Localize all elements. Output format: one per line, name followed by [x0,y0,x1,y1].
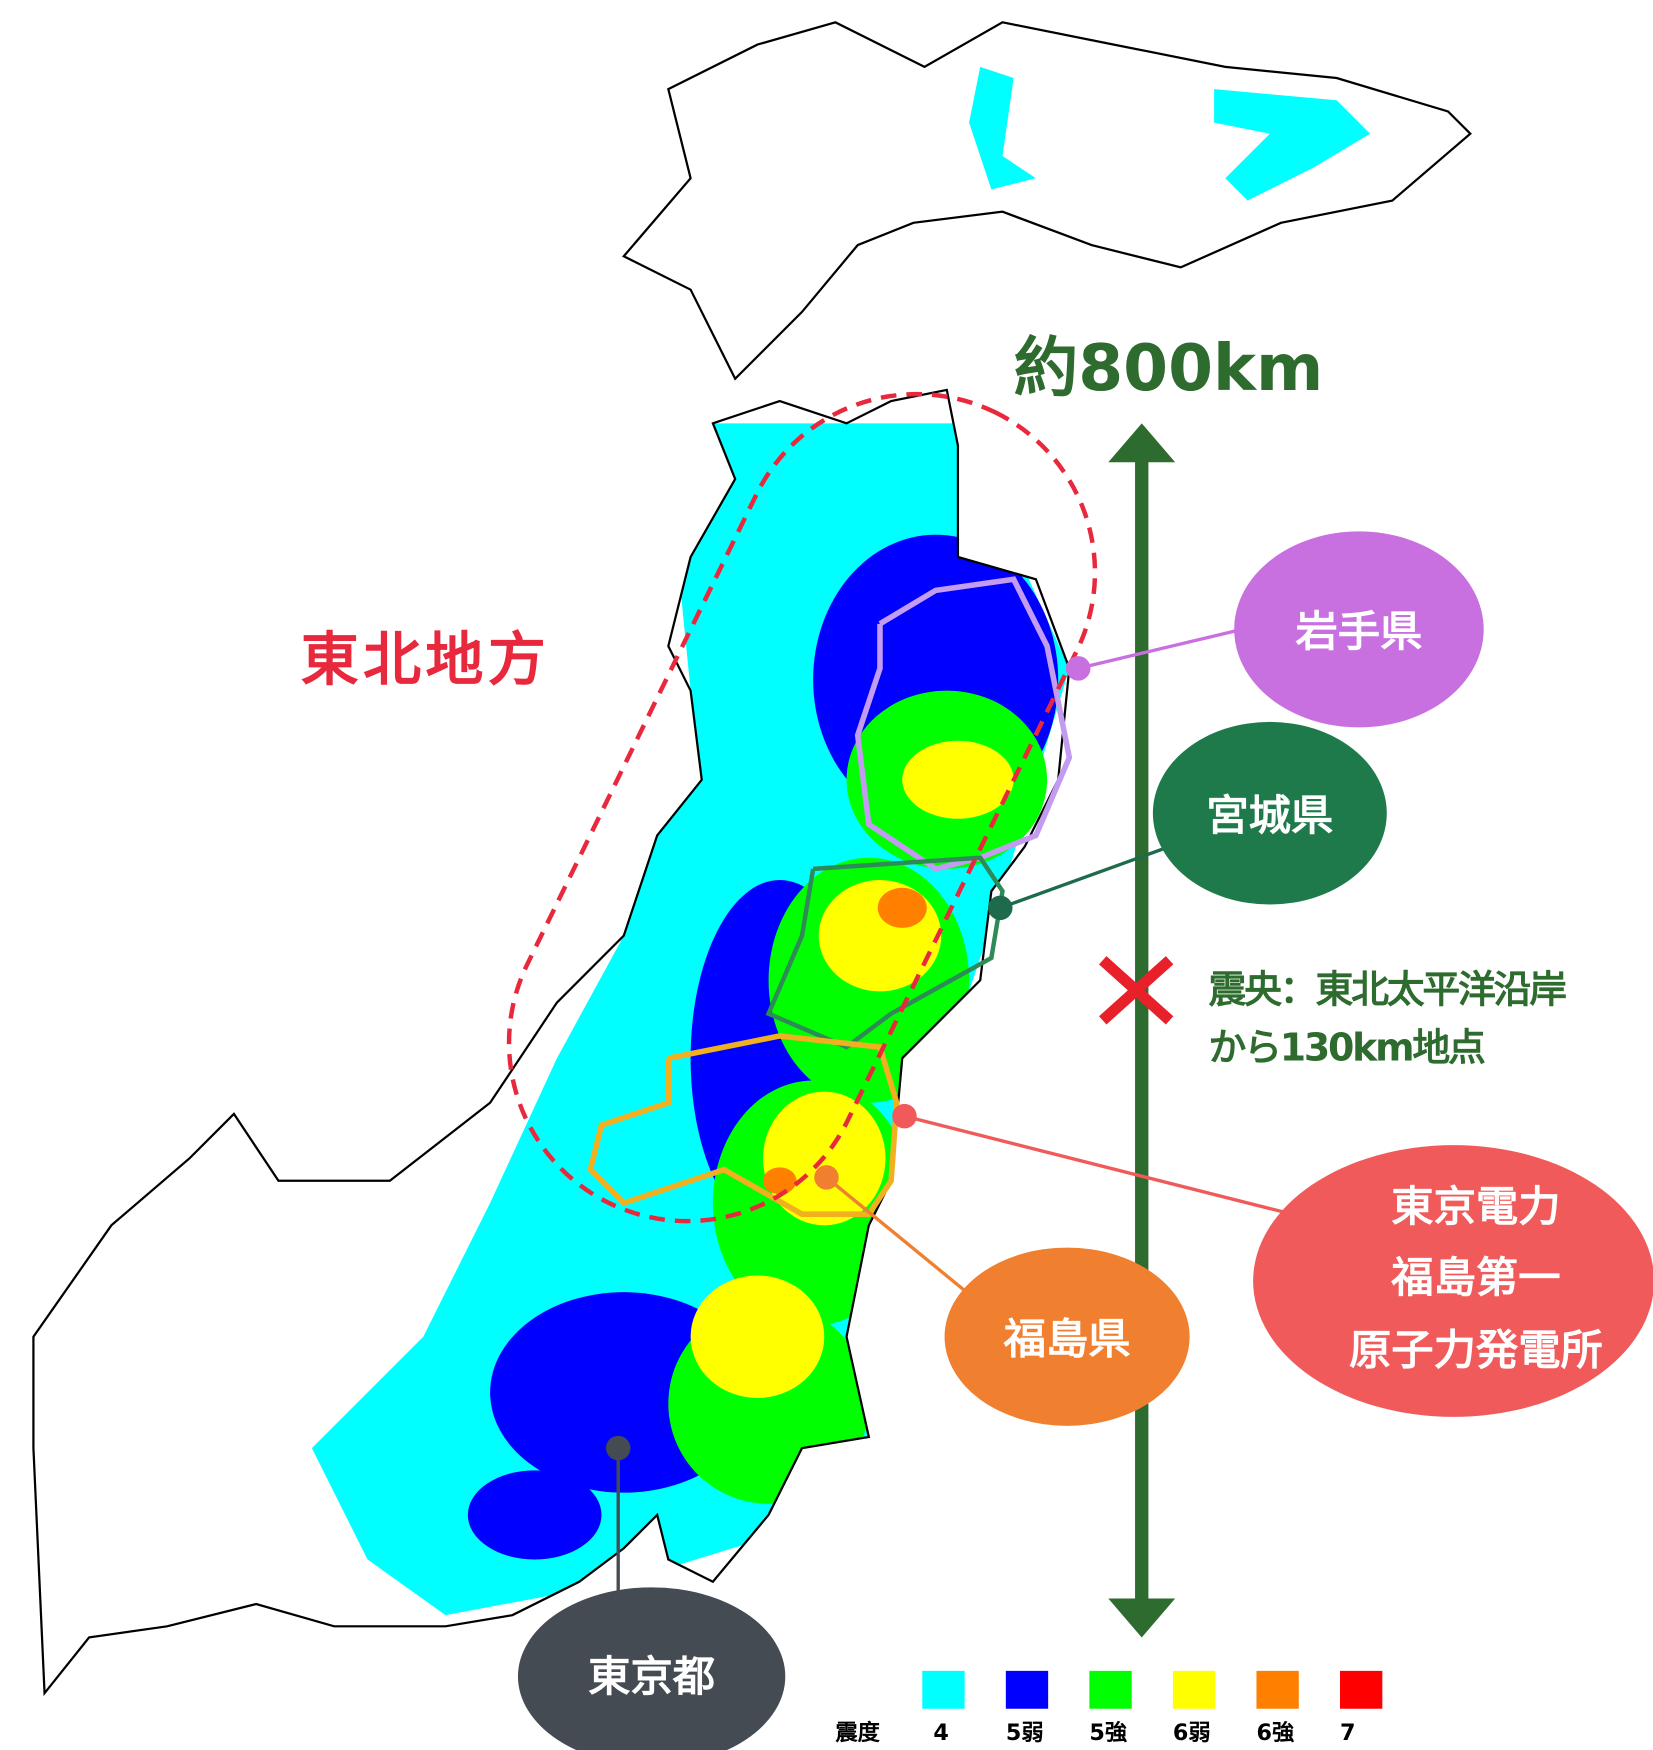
callout-label: 福島県 [1003,1314,1131,1363]
legend-label: 6強 [1256,1720,1294,1746]
legend-swatch [1006,1671,1048,1709]
legend-label: 5弱 [1006,1720,1044,1746]
legend-label: 4 [933,1720,949,1746]
legend-swatch [922,1671,964,1709]
legend-label: 5強 [1089,1720,1127,1746]
epicenter-line: から130km地点 [1209,1025,1485,1069]
legend-swatch [1340,1671,1382,1709]
callout-label: 東京電力 [1391,1182,1560,1231]
legend-swatch [1173,1671,1215,1709]
intensity [0,334,1114,1750]
legend-title: 震度 [835,1719,880,1746]
legend-swatch [1089,1671,1131,1709]
legend-label: 6弱 [1173,1720,1211,1746]
hokkaido [624,22,1471,378]
callout-label: 福島第一 [1390,1253,1560,1302]
legend-swatch [1256,1671,1298,1709]
map: 東北地方 約800km 震央：東北太平洋沿岸 から130km地点 岩手県 宮城県… [0,0,1653,1750]
legend: 4 5弱 5強 6弱 6強 7 [922,1671,1382,1746]
distance-arrow [1108,423,1175,1637]
page: {"distance_label":"約800km", "region_labe… [0,0,1653,1750]
distance-label: 約800km [1014,331,1324,406]
callout-label: 原子力発電所 [1349,1326,1603,1375]
epicenter-line: 震央：東北太平洋沿岸 [1209,968,1567,1012]
callout-label: 宮城県 [1206,791,1333,840]
callout-label: 東京都 [588,1652,715,1701]
region-label: 東北地方 [301,626,550,694]
iwate-callout: 岩手県 [1066,531,1484,727]
callout-label: 岩手県 [1295,607,1422,656]
legend-label: 7 [1340,1720,1356,1746]
